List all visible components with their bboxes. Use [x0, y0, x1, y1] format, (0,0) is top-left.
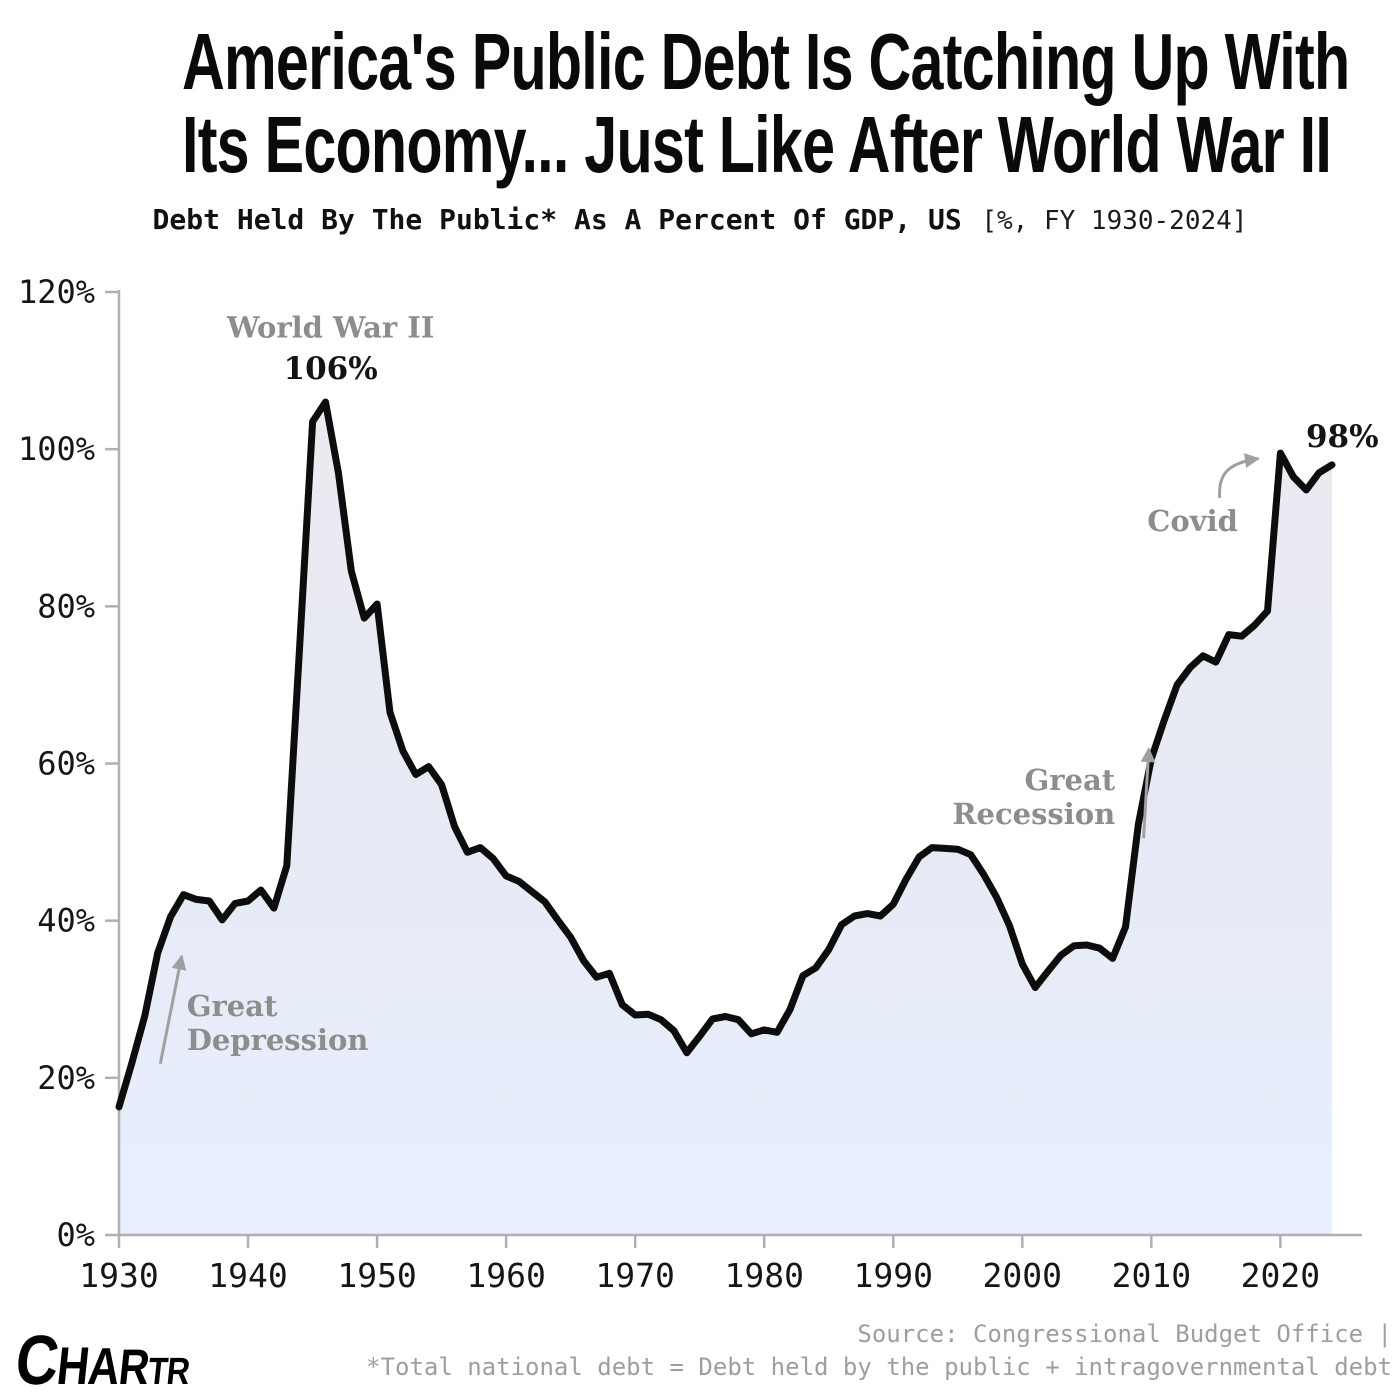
x-tick-label: 2000 [983, 1256, 1062, 1295]
great-depression-arrow [158, 954, 187, 1064]
subtitle-note: [%, FY 1930-2024] [981, 206, 1248, 236]
source-line-2: *Total national debt = Debt held by the … [366, 1353, 1392, 1381]
great-recession-arrow [1140, 747, 1156, 839]
x-tick-label: 1940 [208, 1256, 287, 1295]
title-line-2: Its Economy... Just Like After World War… [182, 100, 1332, 189]
wwii-peak-value: 106% [284, 351, 378, 387]
source-line-1: Source: Congressional Budget Office | [857, 1320, 1392, 1348]
x-tick-label: 1970 [595, 1256, 674, 1295]
x-tick-label: 2020 [1241, 1256, 1320, 1295]
page-title: America's Public Debt Is Catching Up Wit… [0, 20, 1400, 186]
great-recession-label-line-1: Great [1025, 763, 1116, 797]
y-tick-label: 80% [37, 587, 95, 625]
source-note: Source: Congressional Budget Office | *T… [366, 1318, 1392, 1384]
great-recession-label-line-2: Recession [952, 797, 1115, 831]
x-tick-label: 1980 [724, 1256, 803, 1295]
area-fill [119, 402, 1332, 1235]
y-tick-label: 120% [18, 273, 95, 311]
y-tick-label: 100% [18, 430, 95, 468]
y-tick-label: 0% [56, 1216, 95, 1254]
x-tick-label: 1950 [337, 1256, 416, 1295]
logo-letter: R [164, 1351, 192, 1393]
y-tick-label: 20% [37, 1059, 95, 1097]
covid-arrow [1218, 453, 1260, 499]
x-tick-label: 1930 [79, 1256, 158, 1295]
y-tick-label: 40% [37, 902, 95, 940]
y-tick-label: 60% [37, 745, 95, 783]
covid-label: Covid [1147, 504, 1238, 538]
great-depression-label-line-1: Great [187, 989, 278, 1023]
x-tick-label: 1960 [466, 1256, 545, 1295]
title-line-1: America's Public Debt Is Catching Up Wit… [182, 17, 1350, 106]
subtitle-main: Debt Held By The Public* As A Percent Of… [152, 203, 962, 236]
wwii-label: World War II [226, 311, 435, 345]
great-depression-label-line-2: Depression [187, 1023, 369, 1057]
x-tick-label: 1990 [854, 1256, 933, 1295]
end-value: 98% [1306, 419, 1379, 455]
debt-line [115, 398, 1336, 1111]
chart-subtitle: Debt Held By The Public* As A Percent Of… [0, 203, 1400, 236]
x-tick-label: 2010 [1112, 1256, 1191, 1295]
chartr-logo: CHARTR [12, 1320, 194, 1400]
